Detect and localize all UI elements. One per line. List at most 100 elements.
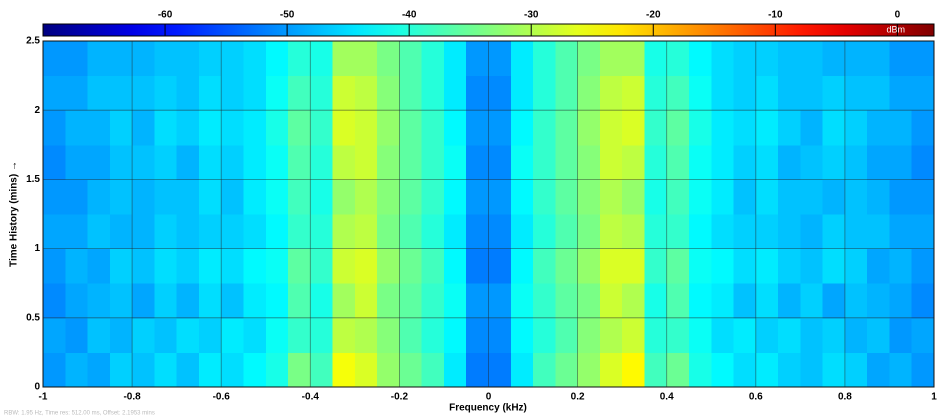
heatmap-cell <box>221 214 244 250</box>
heatmap-cell <box>466 283 489 319</box>
colorbar-label: dBm <box>886 24 905 34</box>
y-axis-label: Time History (mins) → <box>9 161 20 267</box>
heatmap-cell <box>711 317 735 353</box>
heatmap-cell <box>109 317 133 353</box>
heatmap-cell <box>466 352 489 388</box>
heatmap-cell <box>733 352 757 388</box>
heatmap-cell <box>65 283 89 319</box>
heatmap-cell <box>332 41 356 77</box>
heatmap-cell <box>666 179 690 215</box>
heatmap-cell <box>911 110 935 146</box>
heatmap-cell <box>265 317 289 353</box>
heatmap-cell <box>288 214 311 250</box>
heatmap-cell <box>711 179 735 215</box>
y-tick-label: 0 <box>34 382 40 393</box>
heatmap-cell <box>154 214 178 250</box>
heatmap-cell <box>778 144 801 180</box>
heatmap-cell <box>176 283 200 319</box>
heatmap-cell <box>243 283 267 319</box>
heatmap-cell <box>644 144 668 180</box>
heatmap-cell <box>711 75 735 111</box>
heatmap-cell <box>733 317 757 353</box>
heatmap-cell <box>443 283 467 319</box>
heatmap-cell <box>421 248 445 284</box>
heatmap-cell <box>87 179 111 215</box>
heatmap-cell <box>577 41 601 77</box>
heatmap-cell <box>688 179 712 215</box>
heatmap-cell <box>288 248 311 284</box>
heatmap-cell <box>822 144 846 180</box>
heatmap-cell <box>755 110 779 146</box>
heatmap-cell <box>666 75 690 111</box>
heatmap-cell <box>778 214 801 250</box>
heatmap-cell <box>488 144 512 180</box>
heatmap-cell <box>265 248 289 284</box>
heatmap-cell <box>644 317 668 353</box>
heatmap-cell <box>778 317 801 353</box>
heatmap-cell <box>87 110 111 146</box>
heatmap-cell <box>844 144 868 180</box>
heatmap-cell <box>867 317 890 353</box>
heatmap-cell <box>755 214 779 250</box>
x-tick-label: 1 <box>931 392 937 403</box>
heatmap-cell <box>87 144 111 180</box>
heatmap-cell <box>154 283 178 319</box>
heatmap-cell <box>221 283 244 319</box>
heatmap-cell <box>488 248 512 284</box>
heatmap-cell <box>822 41 846 77</box>
heatmap-cell <box>644 352 668 388</box>
heatmap-cell <box>867 75 890 111</box>
heatmap-cell <box>711 214 735 250</box>
heatmap-cell <box>533 41 556 77</box>
heatmap-cell <box>198 179 222 215</box>
heatmap-cell <box>622 283 645 319</box>
heatmap-cell <box>688 110 712 146</box>
heatmap-cell <box>243 144 267 180</box>
heatmap-cell <box>443 110 467 146</box>
heatmap-cell <box>332 283 356 319</box>
heatmap-cell <box>109 179 133 215</box>
heatmap-cell <box>889 248 913 284</box>
heatmap-cell <box>109 75 133 111</box>
heatmap-cell <box>310 248 334 284</box>
heatmap-cell <box>154 352 178 388</box>
heatmap-cell <box>644 110 668 146</box>
heatmap-cell <box>421 352 445 388</box>
heatmap-cell <box>421 214 445 250</box>
heatmap-cell <box>332 352 356 388</box>
heatmap-cell <box>800 248 824 284</box>
heatmap-cell <box>443 248 467 284</box>
heatmap-cell <box>622 214 645 250</box>
heatmap-cell <box>733 179 757 215</box>
heatmap-cell <box>666 317 690 353</box>
colorbar-tick-label: -30 <box>524 10 539 21</box>
heatmap-cell <box>778 179 801 215</box>
heatmap-cell <box>688 352 712 388</box>
heatmap-cell <box>65 110 89 146</box>
heatmap-cell <box>132 352 155 388</box>
heatmap-cell <box>176 75 200 111</box>
y-tick-label: 0.5 <box>26 312 40 323</box>
heatmap-cell <box>755 317 779 353</box>
heatmap-cell <box>288 41 311 77</box>
heatmap-cell <box>555 248 579 284</box>
x-tick-label: -0.6 <box>213 392 231 403</box>
heatmap-cell <box>243 214 267 250</box>
heatmap-cell <box>310 75 334 111</box>
heatmap-cell <box>109 110 133 146</box>
heatmap-cell <box>577 214 601 250</box>
heatmap-cell <box>154 179 178 215</box>
heatmap-cell <box>822 179 846 215</box>
colorbar-tick-label: -40 <box>402 10 417 21</box>
heatmap-cell <box>377 214 400 250</box>
heatmap-cell <box>443 317 467 353</box>
heatmap-cell <box>65 317 89 353</box>
heatmap-cell <box>377 248 400 284</box>
y-tick-label: 2.5 <box>26 36 40 47</box>
heatmap-cell <box>844 179 868 215</box>
heatmap-cell <box>265 179 289 215</box>
heatmap-cell <box>911 179 935 215</box>
heatmap-cell <box>332 248 356 284</box>
heatmap-cell <box>911 144 935 180</box>
